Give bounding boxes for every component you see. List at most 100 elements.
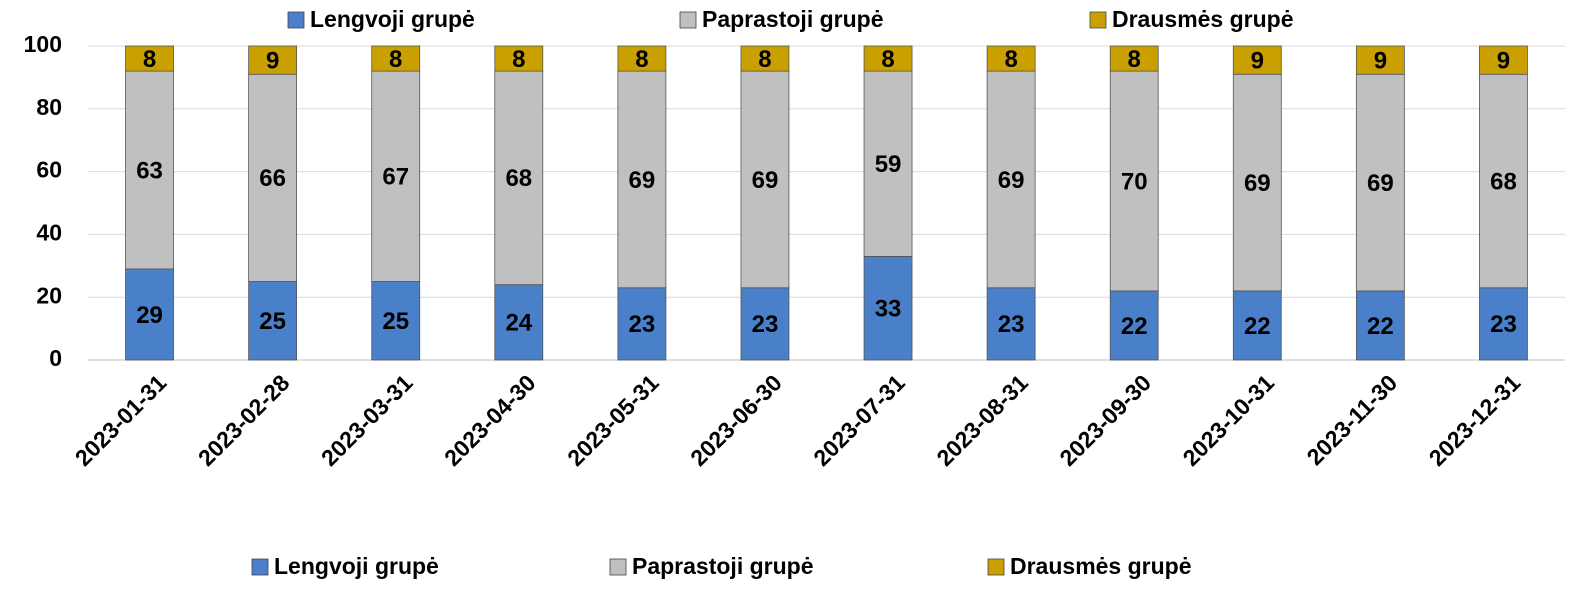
bar-segment bbox=[1232, 73, 1282, 292]
data-label: 68 bbox=[1490, 168, 1517, 195]
data-label: 23 bbox=[998, 311, 1025, 338]
data-label: 8 bbox=[1128, 46, 1141, 73]
bar-segment bbox=[248, 281, 298, 361]
bar-segment bbox=[863, 255, 913, 361]
bar-segment bbox=[740, 45, 790, 72]
data-label: 24 bbox=[505, 310, 532, 337]
data-label: 59 bbox=[875, 151, 902, 178]
x-tick-label: 2023-10-31 bbox=[1178, 369, 1280, 471]
data-label: 69 bbox=[1244, 170, 1271, 197]
data-label: 23 bbox=[629, 311, 656, 338]
bar-segment bbox=[494, 284, 544, 361]
legend-swatch bbox=[679, 11, 697, 29]
x-tick-label: 2023-06-30 bbox=[685, 369, 787, 471]
bar-segment bbox=[494, 70, 544, 286]
x-tick-label: 2023-07-31 bbox=[808, 369, 910, 471]
legend-swatch bbox=[609, 558, 627, 576]
bar-segment bbox=[1109, 45, 1159, 72]
data-label: 8 bbox=[881, 46, 894, 73]
data-label: 29 bbox=[136, 302, 163, 329]
data-label: 66 bbox=[259, 165, 286, 192]
bar-segment bbox=[617, 45, 667, 72]
bar-segment bbox=[125, 45, 174, 72]
data-label: 8 bbox=[758, 46, 771, 73]
bar-segment bbox=[371, 70, 421, 282]
data-label: 67 bbox=[382, 164, 409, 191]
bar-segment bbox=[1232, 45, 1282, 75]
y-tick-label: 80 bbox=[36, 94, 62, 120]
bar-segment bbox=[125, 268, 174, 361]
x-tick-label: 2023-03-31 bbox=[316, 369, 418, 471]
legend-label: Drausmės grupė bbox=[1112, 6, 1294, 32]
bar-segment bbox=[863, 45, 913, 72]
data-label: 68 bbox=[505, 165, 532, 192]
data-label: 25 bbox=[382, 308, 409, 335]
data-label: 8 bbox=[143, 46, 156, 73]
bar-segment bbox=[740, 287, 790, 361]
data-label: 63 bbox=[136, 157, 163, 184]
x-tick-label: 2023-05-31 bbox=[562, 369, 664, 471]
legend-label: Drausmės grupė bbox=[1010, 553, 1192, 579]
legend-label: Paprastoji grupė bbox=[702, 6, 883, 32]
y-tick-label: 60 bbox=[36, 157, 62, 183]
x-tick-label: 2023-12-31 bbox=[1424, 369, 1526, 471]
y-tick-label: 20 bbox=[36, 282, 62, 308]
legend-swatch bbox=[251, 558, 269, 576]
bar-segment bbox=[1479, 73, 1528, 289]
data-label: 9 bbox=[266, 47, 279, 74]
bar-segment bbox=[617, 70, 667, 289]
y-tick-label: 100 bbox=[24, 31, 62, 57]
bar-segment bbox=[371, 45, 421, 72]
x-tick-label: 2023-04-30 bbox=[439, 369, 541, 471]
bar-segment bbox=[1232, 290, 1282, 361]
bar-segment bbox=[494, 45, 544, 72]
data-label: 9 bbox=[1497, 47, 1510, 74]
data-label: 33 bbox=[875, 296, 902, 323]
data-label: 69 bbox=[629, 167, 656, 194]
data-label: 23 bbox=[752, 311, 779, 338]
bar-segment bbox=[986, 287, 1036, 361]
bar-segment bbox=[863, 70, 913, 257]
legend-swatch bbox=[287, 11, 305, 29]
x-tick-label: 2023-11-30 bbox=[1302, 369, 1403, 470]
bar-segment bbox=[1355, 45, 1405, 75]
x-tick-label: 2023-01-31 bbox=[70, 369, 172, 471]
data-label: 69 bbox=[1367, 170, 1394, 197]
data-label: 8 bbox=[512, 46, 525, 73]
legend-swatch bbox=[987, 558, 1005, 576]
x-tick-label: 2023-02-28 bbox=[193, 369, 295, 471]
bar-segment bbox=[986, 70, 1036, 289]
data-label: 23 bbox=[1490, 311, 1517, 338]
bar-segment bbox=[1479, 287, 1528, 361]
legend-swatch bbox=[1089, 11, 1107, 29]
data-label: 8 bbox=[389, 46, 402, 73]
bar-segment bbox=[1109, 290, 1159, 361]
legend-label: Paprastoji grupė bbox=[632, 553, 813, 579]
bar-segment bbox=[125, 70, 174, 270]
x-tick-label: 2023-08-31 bbox=[931, 369, 1033, 471]
data-label: 8 bbox=[1004, 46, 1017, 73]
data-label: 69 bbox=[998, 167, 1025, 194]
bar-segment bbox=[986, 45, 1036, 72]
data-label: 22 bbox=[1367, 313, 1394, 340]
bar-segment bbox=[617, 287, 667, 361]
bar-segment bbox=[371, 281, 421, 361]
data-label: 22 bbox=[1121, 313, 1148, 340]
y-tick-label: 0 bbox=[49, 345, 62, 371]
data-label: 70 bbox=[1121, 168, 1148, 195]
data-label: 9 bbox=[1251, 47, 1264, 74]
legend-label: Lengvoji grupė bbox=[310, 6, 475, 32]
legend-label: Lengvoji grupė bbox=[274, 553, 439, 579]
bar-segment bbox=[1355, 73, 1405, 292]
bar-segment bbox=[1479, 45, 1528, 75]
data-label: 25 bbox=[259, 308, 286, 335]
data-label: 8 bbox=[635, 46, 648, 73]
data-label: 9 bbox=[1374, 47, 1387, 74]
y-tick-label: 40 bbox=[36, 219, 62, 245]
bar-segment bbox=[248, 73, 298, 282]
data-label: 22 bbox=[1244, 313, 1271, 340]
bar-segment bbox=[248, 45, 298, 75]
data-label: 69 bbox=[752, 167, 779, 194]
bar-segment bbox=[740, 70, 790, 289]
